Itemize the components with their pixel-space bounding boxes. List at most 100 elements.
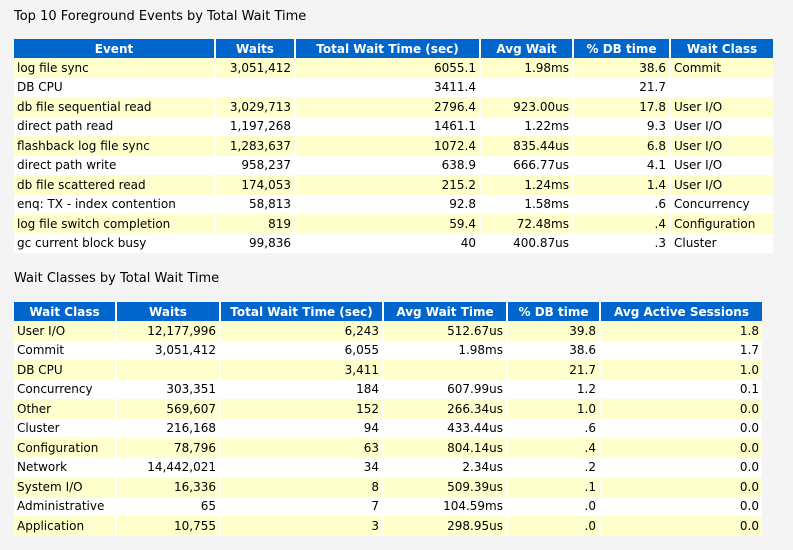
pct-db-time-cell: 38.6 bbox=[573, 58, 671, 78]
waits-cell bbox=[215, 77, 296, 97]
pct-db-time-cell: .3 bbox=[573, 233, 671, 253]
table-row: Concurrency 303,351 184 607.99us 1.2 0.1 bbox=[14, 379, 762, 399]
event-name-cell: db file scattered read bbox=[14, 175, 216, 195]
waits-cell: 78,796 bbox=[116, 438, 221, 458]
waits-cell: 3,051,412 bbox=[215, 58, 296, 78]
avg-active-sessions-cell: 0.0 bbox=[600, 418, 762, 438]
avg-wait-cell: 400.87us bbox=[480, 233, 574, 253]
waits-cell: 99,836 bbox=[215, 233, 296, 253]
avg-wait-cell: 1.22ms bbox=[480, 116, 574, 136]
waits-cell: 3,029,713 bbox=[215, 97, 296, 117]
pct-db-time-cell: 17.8 bbox=[573, 97, 671, 117]
avg-wait-cell: 1.58ms bbox=[480, 194, 574, 214]
table-row: System I/O 16,336 8 509.39us .1 0.0 bbox=[14, 477, 762, 497]
pct-db-time-cell: .4 bbox=[507, 438, 601, 458]
waits-cell: 819 bbox=[215, 214, 296, 234]
avg-wait-cell: 1.24ms bbox=[480, 175, 574, 195]
column-header-wait-class: Wait Class bbox=[670, 39, 773, 58]
table-row: DB CPU 3411.4 21.7 bbox=[14, 77, 773, 97]
waits-cell: 3,051,412 bbox=[116, 340, 221, 360]
column-header-total-wait-time: Total Wait Time (sec) bbox=[295, 39, 481, 58]
total-wait-time-cell: 63 bbox=[220, 438, 384, 458]
avg-active-sessions-cell: 0.0 bbox=[600, 399, 762, 419]
avg-active-sessions-cell: 0.0 bbox=[600, 496, 762, 516]
wait-class-cell: User I/O bbox=[670, 97, 773, 117]
waits-cell: 14,442,021 bbox=[116, 457, 221, 477]
pct-db-time-cell: 4.1 bbox=[573, 155, 671, 175]
avg-wait-cell: 666.77us bbox=[480, 155, 574, 175]
column-header-event: Event bbox=[14, 39, 216, 58]
total-wait-time-cell: 6,243 bbox=[220, 321, 384, 341]
waits-cell: 1,283,637 bbox=[215, 136, 296, 156]
top-events-title: Top 10 Foreground Events by Total Wait T… bbox=[14, 9, 307, 24]
total-wait-time-cell: 638.9 bbox=[295, 155, 481, 175]
waits-cell: 16,336 bbox=[116, 477, 221, 497]
wait-class-cell: System I/O bbox=[14, 477, 117, 497]
event-name-cell: DB CPU bbox=[14, 77, 216, 97]
waits-cell: 10,755 bbox=[116, 516, 221, 536]
waits-cell bbox=[116, 360, 221, 380]
column-header-waits: Waits bbox=[116, 302, 221, 321]
total-wait-time-cell: 1461.1 bbox=[295, 116, 481, 136]
table-row: db file sequential read 3,029,713 2796.4 92… bbox=[14, 97, 773, 117]
wait-class-cell: Concurrency bbox=[14, 379, 117, 399]
total-wait-time-cell: 59.4 bbox=[295, 214, 481, 234]
wait-class-cell: Application bbox=[14, 516, 117, 536]
avg-active-sessions-cell: 1.8 bbox=[600, 321, 762, 341]
wait-class-cell: Configuration bbox=[14, 438, 117, 458]
table-row: User I/O 12,177,996 6,243 512.67us 39.8 1.8 bbox=[14, 321, 762, 341]
avg-wait-time-cell: 1.98ms bbox=[383, 340, 508, 360]
top-events-table: Event Waits Total Wait Time (sec) Avg Wa… bbox=[14, 39, 773, 253]
wait-class-cell: Cluster bbox=[670, 233, 773, 253]
avg-active-sessions-cell: 1.7 bbox=[600, 340, 762, 360]
wait-class-cell: Commit bbox=[670, 58, 773, 78]
avg-wait-time-cell: 433.44us bbox=[383, 418, 508, 438]
avg-wait-cell: 72.48ms bbox=[480, 214, 574, 234]
waits-cell: 216,168 bbox=[116, 418, 221, 438]
table-row: direct path read 1,197,268 1461.1 1.22ms 9.3… bbox=[14, 116, 773, 136]
wait-class-cell: Commit bbox=[14, 340, 117, 360]
waits-cell: 303,351 bbox=[116, 379, 221, 399]
avg-wait-cell: 1.98ms bbox=[480, 58, 574, 78]
total-wait-time-cell: 34 bbox=[220, 457, 384, 477]
wait-class-cell: User I/O bbox=[670, 175, 773, 195]
avg-wait-time-cell: 298.95us bbox=[383, 516, 508, 536]
waits-cell: 1,197,268 bbox=[215, 116, 296, 136]
wait-classes-body: User I/O 12,177,996 6,243 512.67us 39.8 1.8 Co… bbox=[14, 321, 762, 536]
total-wait-time-cell: 92.8 bbox=[295, 194, 481, 214]
event-name-cell: direct path write bbox=[14, 155, 216, 175]
total-wait-time-cell: 2796.4 bbox=[295, 97, 481, 117]
avg-wait-time-cell: 104.59ms bbox=[383, 496, 508, 516]
table-row: log file sync 3,051,412 6055.1 1.98ms 38.6 Co… bbox=[14, 58, 773, 78]
table-row: Configuration 78,796 63 804.14us .4 0.0 bbox=[14, 438, 762, 458]
pct-db-time-cell: .6 bbox=[573, 194, 671, 214]
table-row: log file switch completion 819 59.4 72.48ms… bbox=[14, 214, 773, 234]
event-name-cell: log file switch completion bbox=[14, 214, 216, 234]
pct-db-time-cell: .0 bbox=[507, 496, 601, 516]
top-events-body: log file sync 3,051,412 6055.1 1.98ms 38.6 Co… bbox=[14, 58, 773, 253]
total-wait-time-cell: 3 bbox=[220, 516, 384, 536]
avg-wait-time-cell: 2.34us bbox=[383, 457, 508, 477]
total-wait-time-cell: 40 bbox=[295, 233, 481, 253]
table-header-row: Wait Class Waits Total Wait Time (sec) A… bbox=[14, 302, 762, 321]
total-wait-time-cell: 3,411 bbox=[220, 360, 384, 380]
total-wait-time-cell: 8 bbox=[220, 477, 384, 497]
avg-wait-time-cell bbox=[383, 360, 508, 380]
pct-db-time-cell: 39.8 bbox=[507, 321, 601, 341]
event-name-cell: flashback log file sync bbox=[14, 136, 216, 156]
table-row: Commit 3,051,412 6,055 1.98ms 38.6 1.7 bbox=[14, 340, 762, 360]
event-name-cell: enq: TX - index contention bbox=[14, 194, 216, 214]
wait-class-cell: User I/O bbox=[670, 116, 773, 136]
pct-db-time-cell: 1.2 bbox=[507, 379, 601, 399]
pct-db-time-cell: 9.3 bbox=[573, 116, 671, 136]
avg-wait-time-cell: 509.39us bbox=[383, 477, 508, 497]
pct-db-time-cell: 1.4 bbox=[573, 175, 671, 195]
wait-class-cell: Cluster bbox=[14, 418, 117, 438]
table-row: flashback log file sync 1,283,637 1072.4 83… bbox=[14, 136, 773, 156]
column-header-avg-wait: Avg Wait bbox=[480, 39, 574, 58]
avg-active-sessions-cell: 0.0 bbox=[600, 457, 762, 477]
wait-class-cell: DB CPU bbox=[14, 360, 117, 380]
table-row: Network 14,442,021 34 2.34us .2 0.0 bbox=[14, 457, 762, 477]
pct-db-time-cell: 6.8 bbox=[573, 136, 671, 156]
table-row: direct path write 958,237 638.9 666.77us 4.1… bbox=[14, 155, 773, 175]
